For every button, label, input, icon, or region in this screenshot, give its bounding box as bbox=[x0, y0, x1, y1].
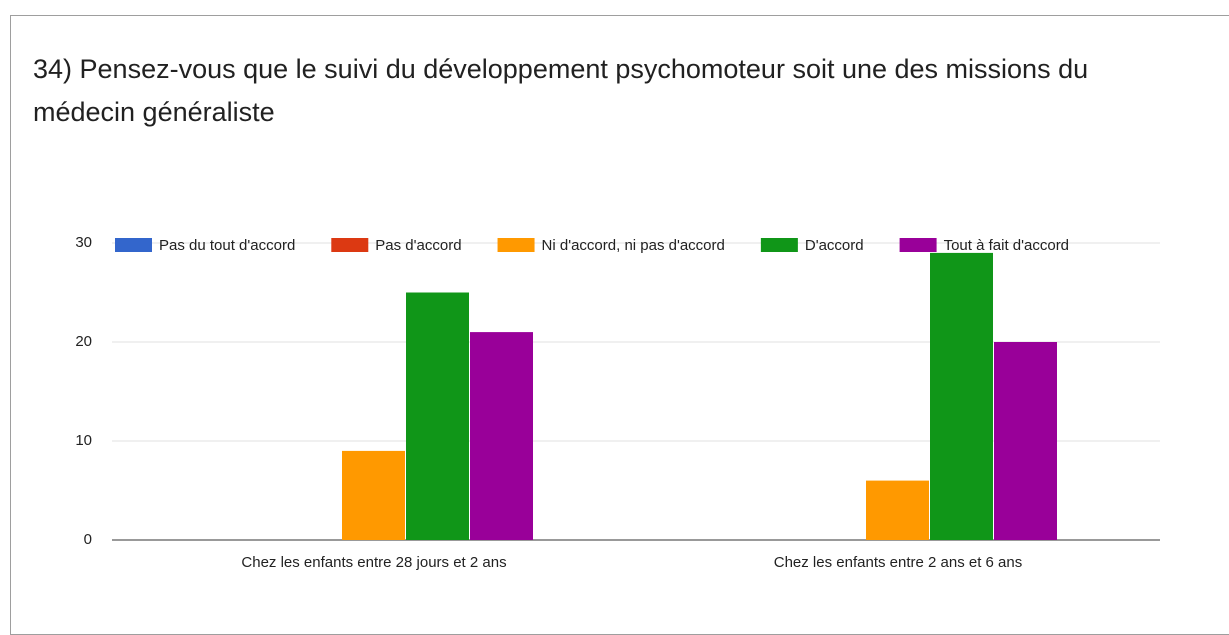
legend-swatch bbox=[115, 238, 152, 252]
chart-title: 34) Pensez-vous que le suivi du développ… bbox=[33, 54, 1089, 127]
y-tick-label: 20 bbox=[75, 333, 92, 350]
legend-label: Pas du tout d'accord bbox=[159, 237, 295, 254]
legend-label: Pas d'accord bbox=[375, 237, 461, 254]
legend-swatch bbox=[497, 238, 535, 252]
x-tick-label: Chez les enfants entre 28 jours et 2 ans bbox=[241, 554, 506, 571]
x-tick-label: Chez les enfants entre 2 ans et 6 ans bbox=[774, 554, 1023, 571]
chart: 0 10 20 30 Chez les enfants entre 28 jours e… bbox=[75, 234, 1160, 571]
page: {"chart_data": {"type": "bar", "title": … bbox=[10, 15, 1229, 635]
legend-label: Ni d'accord, ni pas d'accord bbox=[542, 237, 725, 254]
y-tick-label: 10 bbox=[75, 432, 92, 449]
bar bbox=[930, 252, 993, 540]
bar bbox=[470, 332, 533, 540]
bar bbox=[994, 342, 1057, 540]
bar bbox=[342, 450, 405, 540]
legend-label: D'accord bbox=[805, 237, 864, 254]
legend-swatch bbox=[760, 238, 798, 252]
legend-swatch bbox=[331, 238, 369, 252]
legend-swatch bbox=[899, 238, 937, 252]
bar bbox=[406, 292, 469, 540]
y-tick-label: 30 bbox=[75, 234, 92, 251]
bar bbox=[866, 480, 929, 540]
y-tick-label: 0 bbox=[84, 531, 92, 548]
legend-label: Tout à fait d'accord bbox=[944, 237, 1069, 254]
